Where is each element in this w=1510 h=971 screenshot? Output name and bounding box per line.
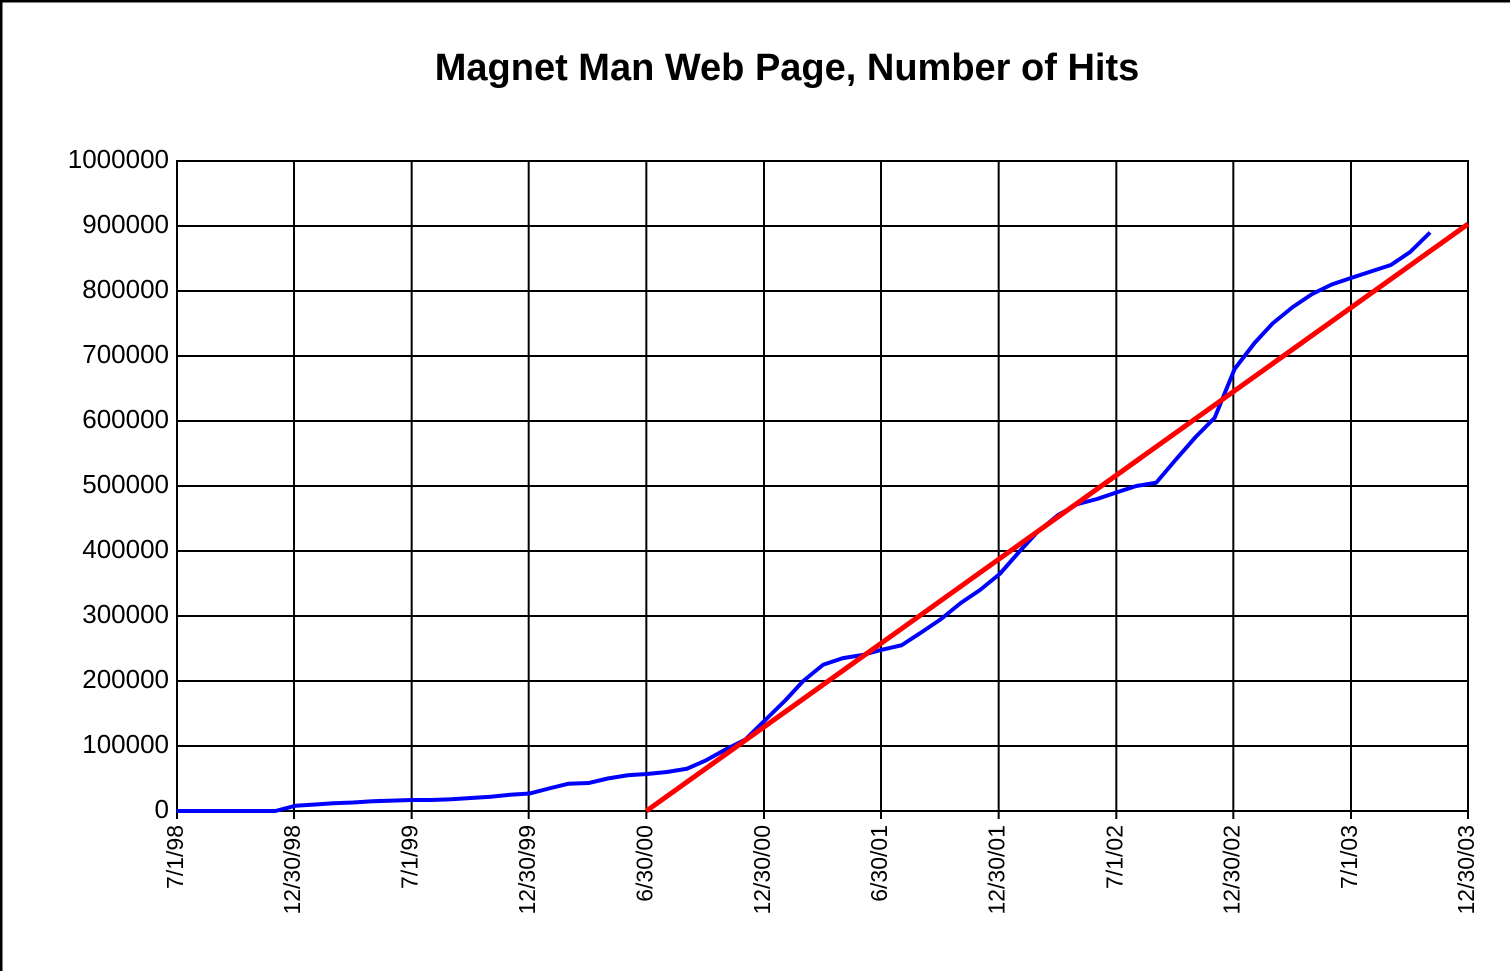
x-tick-label: 12/30/00	[749, 825, 775, 915]
x-tick-label: 12/30/98	[279, 825, 305, 915]
x-tick-label: 6/30/01	[866, 825, 892, 902]
y-tick-label: 300000	[82, 599, 169, 629]
y-tick-label: 700000	[82, 339, 169, 369]
x-tick-label: 12/30/03	[1453, 825, 1479, 915]
y-tick-label: 500000	[82, 469, 169, 499]
x-tick-label: 12/30/02	[1218, 825, 1244, 915]
y-tick-label: 0	[155, 794, 169, 824]
x-tick-label: 7/1/99	[397, 825, 423, 889]
x-tick-label: 7/1/98	[162, 825, 188, 889]
y-tick-label: 200000	[82, 664, 169, 694]
x-tick-label: 12/30/01	[984, 825, 1010, 915]
y-tick-label: 100000	[82, 729, 169, 759]
x-tick-label: 7/1/03	[1336, 825, 1362, 889]
x-tick-label: 6/30/00	[631, 825, 657, 902]
y-tick-label: 800000	[82, 274, 169, 304]
y-tick-label: 600000	[82, 404, 169, 434]
x-tick-label: 7/1/02	[1101, 825, 1127, 889]
series-line	[644, 222, 1470, 814]
y-tick-label: 900000	[82, 209, 169, 239]
x-tick-label: 12/30/99	[514, 825, 540, 915]
y-tick-label: 1000000	[68, 144, 169, 174]
y-tick-label: 400000	[82, 534, 169, 564]
chart-title: Magnet Man Web Page, Number of Hits	[435, 47, 1139, 89]
